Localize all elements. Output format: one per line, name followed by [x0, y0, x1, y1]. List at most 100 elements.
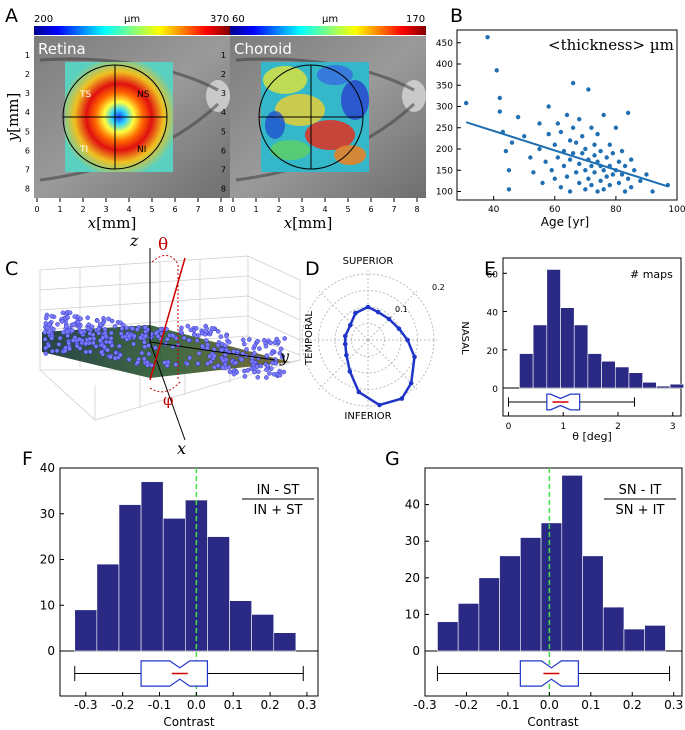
histogram-bar — [561, 475, 583, 652]
panel-f-formula-num: IN - ST — [257, 483, 300, 498]
cloud-point — [64, 329, 70, 335]
scatter-point — [555, 155, 561, 160]
panel-f-label: F — [22, 448, 33, 470]
scatter-point — [485, 35, 490, 40]
ytick-label: 30 — [405, 534, 420, 548]
scatter-point — [592, 142, 597, 147]
b-ytick-label: 200 — [436, 145, 453, 155]
scatter-point — [506, 168, 512, 173]
xtick-label: -0.3 — [74, 698, 97, 712]
choroid-colorbar-min: 60 — [232, 14, 245, 25]
cloud-point — [181, 335, 187, 341]
quadrant-ti: TI — [79, 145, 88, 155]
cloud-point — [119, 331, 124, 337]
a-ytick-label: 3 — [221, 89, 226, 98]
xtick-label: 0.2 — [623, 698, 642, 712]
scatter-point — [573, 140, 579, 145]
cloud-point — [164, 363, 170, 368]
scatter-point — [644, 172, 649, 177]
xtick-label: 2 — [615, 422, 621, 432]
choroid-colorbar-max: 170 — [406, 14, 425, 25]
cloud-point — [264, 367, 269, 373]
cloud-point — [146, 343, 151, 348]
choroid-colorbar — [230, 26, 426, 35]
cloud-point — [120, 322, 126, 328]
a-xtick-label: 8 — [414, 205, 419, 214]
scatter-point — [592, 153, 597, 158]
scatter-point — [570, 125, 576, 130]
histogram-bar — [601, 360, 616, 389]
cloud-point — [209, 326, 215, 331]
histogram-bar — [437, 621, 459, 652]
cloud-point — [96, 326, 101, 332]
choroid-title: Choroid — [234, 40, 292, 58]
cloud-point — [62, 348, 68, 354]
cloud-point — [215, 363, 221, 368]
scatter-point — [537, 146, 542, 152]
cloud-point — [268, 366, 274, 371]
a-xtick-label: 0 — [230, 205, 235, 214]
cloud-point — [265, 363, 271, 369]
polar-marker — [344, 352, 349, 358]
cloud-point — [165, 336, 170, 342]
cloud-point — [241, 341, 247, 347]
scatter-point — [583, 168, 588, 173]
cloud-point — [131, 333, 137, 339]
scatter-point — [613, 125, 619, 130]
panel-a: A 200 µm 370 60 µm 170 Retina TS NS TI N… — [4, 5, 426, 232]
cloud-point — [239, 357, 245, 362]
panel-c-y-label: y — [279, 347, 290, 366]
ytick-label: 0 — [412, 644, 420, 658]
b-ytick-label: 250 — [436, 124, 453, 134]
cloud-point — [78, 316, 83, 322]
a-xtick-label: 5 — [149, 205, 154, 214]
cloud-point — [186, 337, 192, 343]
cloud-point — [89, 324, 95, 330]
cloud-point — [202, 331, 208, 337]
cloud-point — [153, 345, 158, 351]
panel-a-label: A — [5, 5, 18, 27]
panel-c-phi-label: φ — [163, 391, 174, 409]
scatter-point — [595, 131, 600, 137]
cloud-point — [200, 343, 205, 349]
scatter-point — [558, 185, 564, 190]
scatter-point — [540, 180, 545, 186]
cloud-point — [107, 339, 113, 345]
cloud-point — [59, 319, 65, 324]
cloud-point — [178, 329, 184, 335]
panel-e-boxplot — [507, 393, 635, 411]
scatter-point — [546, 104, 551, 109]
a-ytick-label: 8 — [221, 184, 226, 193]
direction-temporal: TEMPORAL — [304, 311, 315, 366]
cloud-point — [264, 375, 269, 380]
cloud-point — [135, 360, 140, 365]
histogram-bar — [560, 307, 575, 389]
cloud-point — [192, 332, 197, 338]
scatter-point — [601, 168, 606, 173]
cloud-point — [185, 323, 191, 329]
cloud-point — [158, 326, 164, 332]
cloud-point — [108, 354, 113, 360]
cloud-point — [277, 368, 282, 374]
cloud-point — [282, 336, 288, 341]
cloud-point — [142, 339, 147, 345]
panel-c-data-cloud — [42, 309, 288, 380]
cloud-point — [269, 351, 275, 356]
panel-g-formula-den: SN + IT — [616, 503, 665, 518]
direction-inferior: INFERIOR — [344, 411, 391, 422]
scatter-point — [515, 114, 521, 120]
cloud-point — [143, 325, 148, 330]
cloud-point — [131, 341, 136, 347]
scatter-point — [564, 112, 570, 118]
cloud-point — [118, 352, 123, 358]
scatter-point — [619, 148, 625, 154]
scatter-point — [509, 140, 515, 145]
cloud-point — [124, 336, 130, 342]
cloud-point — [77, 336, 82, 342]
histogram-bar — [118, 504, 142, 652]
polar-marker — [348, 322, 353, 328]
histogram-bar — [540, 522, 563, 652]
a-ytick-label: 8 — [25, 184, 30, 193]
panel-d-polar-grid — [298, 270, 438, 410]
retina-colorbar-max: 370 — [210, 14, 229, 25]
